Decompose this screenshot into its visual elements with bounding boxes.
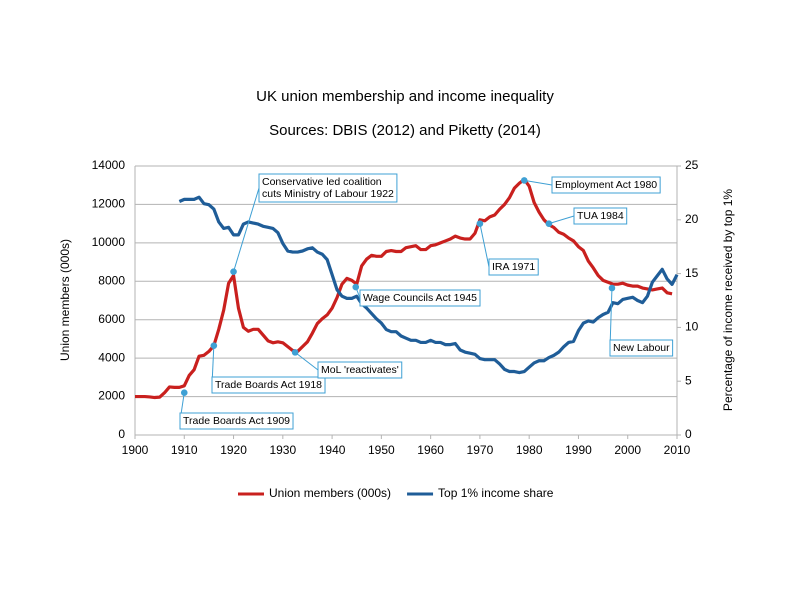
annotation: MoL 'reactivates' — [291, 349, 403, 379]
annotation-point — [545, 220, 553, 227]
y2-tick-label: 5 — [685, 373, 692, 387]
annotation-text: Conservative led coalition — [262, 176, 382, 188]
y-tick-label: 8000 — [98, 273, 125, 287]
annotation-box — [573, 207, 628, 225]
x-tick-label: 1960 — [417, 443, 444, 457]
x-tick-label: 1930 — [269, 443, 296, 457]
series-line — [178, 195, 679, 375]
annotation-point — [291, 349, 299, 356]
annotation-box — [258, 173, 398, 203]
annotation-point — [210, 342, 218, 349]
annotation-text: TUA 1984 — [577, 210, 624, 222]
y-tick-label: 0 — [118, 427, 125, 441]
y-tick-label: 14000 — [92, 158, 126, 172]
legend-label: Union members (000s) — [269, 486, 391, 500]
annotation-point — [230, 268, 237, 275]
y2-axis-label: Percentage of income received by top 1% — [721, 189, 735, 411]
y-tick-label: 10000 — [92, 235, 126, 249]
annotation: Trade Boards Act 1918 — [210, 342, 326, 394]
annotation-box — [359, 289, 481, 307]
y2-tick-label: 25 — [685, 158, 699, 172]
annotation-box — [488, 258, 539, 276]
annotation: Wage Councils Act 1945 — [352, 283, 481, 307]
x-tick-label: 1970 — [467, 443, 494, 457]
annotation-point — [180, 389, 188, 397]
chart-subtitle: Sources: DBIS (2012) and Piketty (2014) — [269, 122, 541, 139]
y2-tick-label: 10 — [685, 320, 699, 334]
legend-label: Top 1% income share — [438, 486, 554, 500]
annotation-point — [476, 220, 484, 227]
annotation-box — [551, 176, 661, 194]
annotation-box — [179, 412, 294, 430]
y-tick-label: 4000 — [98, 350, 125, 364]
annotation-connector — [294, 351, 319, 371]
series-line — [135, 177, 673, 400]
y-tick-label: 2000 — [98, 389, 125, 403]
annotation-text: IRA 1971 — [492, 261, 535, 273]
annotation-box — [609, 339, 674, 357]
x-tick-label: 1910 — [171, 443, 198, 457]
annotation-box — [317, 361, 403, 379]
annotation: New Labour — [608, 284, 674, 357]
annotation-connector — [479, 223, 490, 268]
annotation-point — [520, 177, 528, 184]
x-tick-label: 1950 — [368, 443, 395, 457]
y-tick-label: 12000 — [92, 197, 126, 211]
annotation-text: New Labour — [613, 342, 670, 354]
y-axis-label: Union members (000s) — [58, 239, 72, 361]
x-tick-label: 2010 — [664, 443, 691, 457]
annotation-text: Trade Boards Act 1918 — [215, 379, 322, 391]
annotation-text: Trade Boards Act 1909 — [183, 415, 290, 427]
annotation-connector — [233, 187, 260, 272]
y-tick-label: 6000 — [98, 312, 125, 326]
annotation-text: MoL 'reactivates' — [321, 364, 399, 376]
annotation: Employment Act 1980 — [520, 176, 661, 194]
annotation-point — [352, 283, 360, 291]
x-tick-label: 1900 — [122, 443, 149, 457]
y2-tick-label: 15 — [685, 266, 699, 280]
annotation-box — [211, 376, 326, 394]
chart-title: UK union membership and income inequalit… — [256, 88, 554, 105]
x-tick-label: 1920 — [220, 443, 247, 457]
x-tick-label: 1980 — [516, 443, 543, 457]
annotation: Trade Boards Act 1909 — [179, 389, 294, 430]
annotation-text: Employment Act 1980 — [555, 179, 657, 191]
annotation-connector — [548, 215, 575, 225]
annotation: IRA 1971 — [476, 220, 539, 276]
x-tick-label: 2000 — [614, 443, 641, 457]
annotation-text: cuts Ministry of Labour 1922 — [262, 188, 394, 200]
annotation-point — [608, 284, 616, 292]
annotation: TUA 1984 — [545, 207, 628, 227]
annotation-connector — [524, 179, 553, 186]
annotation-connector — [609, 287, 613, 349]
y2-tick-label: 0 — [685, 427, 692, 441]
x-tick-label: 1940 — [319, 443, 346, 457]
annotation-text: Wage Councils Act 1945 — [363, 292, 477, 304]
x-tick-label: 1990 — [565, 443, 592, 457]
y2-tick-label: 20 — [685, 212, 699, 226]
